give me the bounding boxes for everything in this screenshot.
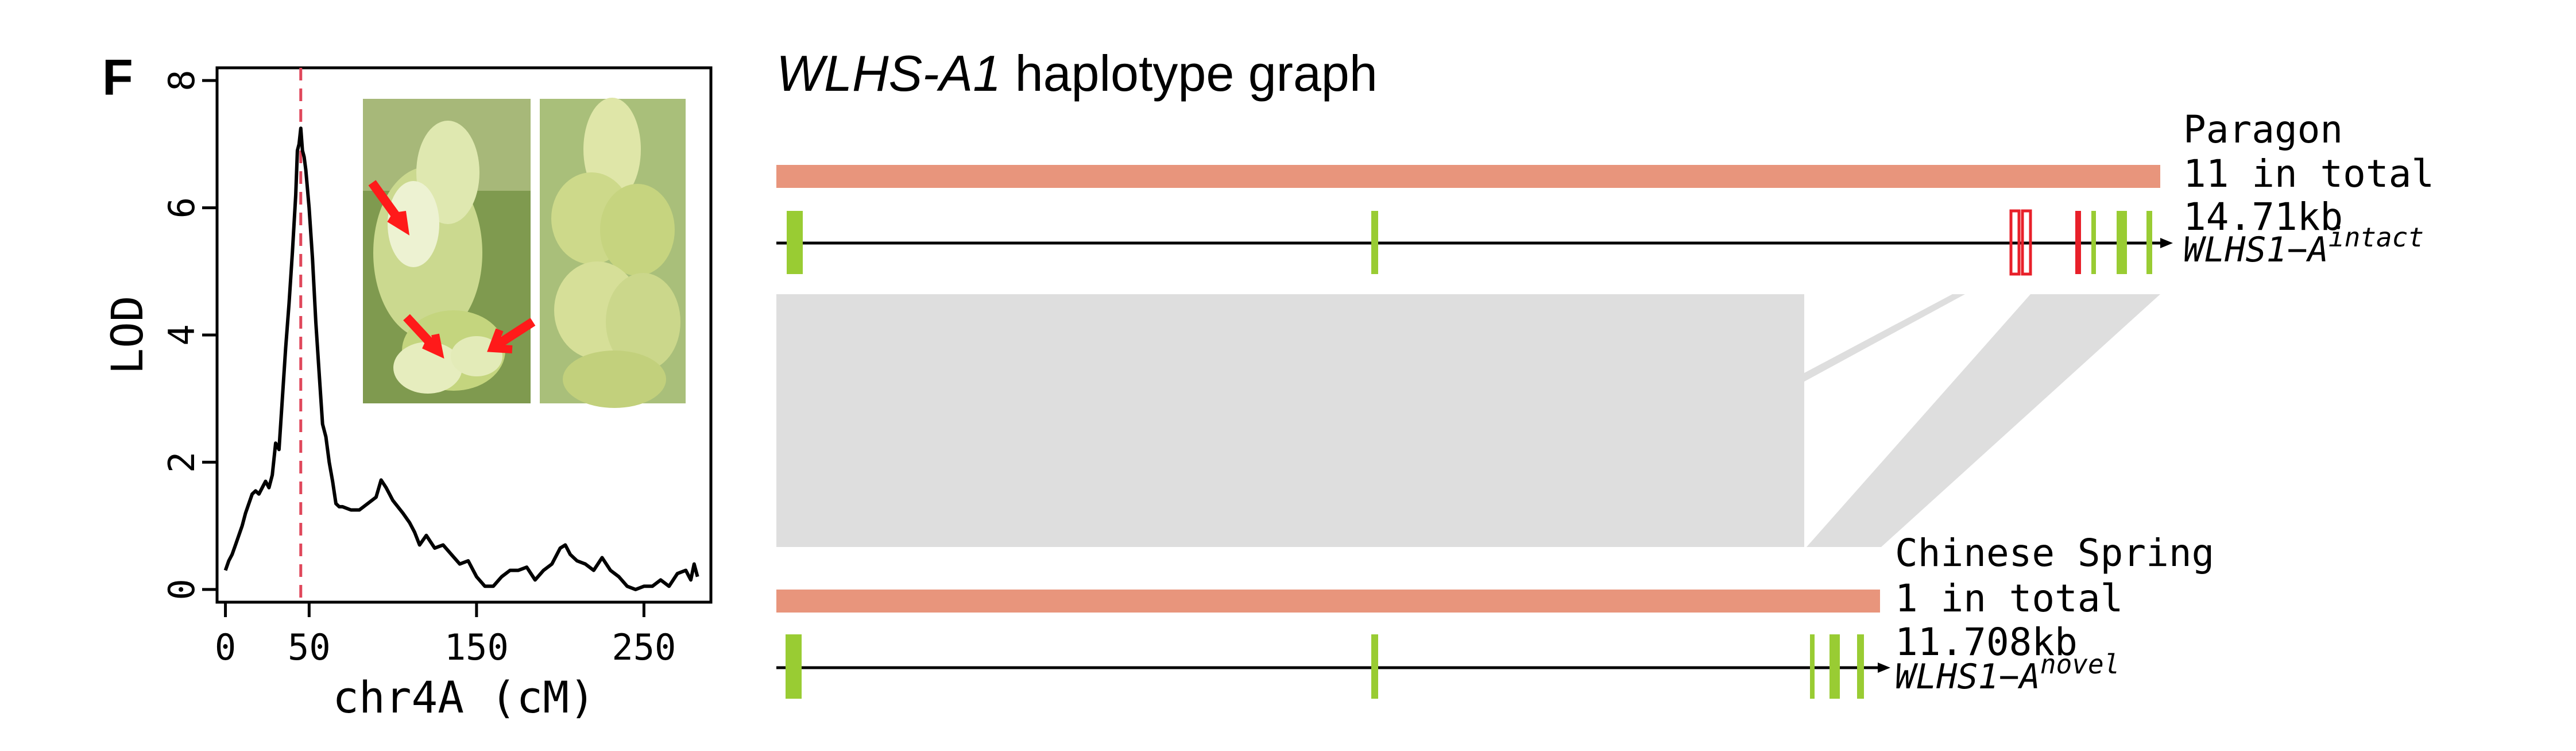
haplotype-diagram: WLHS-A1 haplotype graph Paragon 11 in to…: [776, 45, 2434, 699]
x-tick-label: 250: [612, 626, 676, 668]
allele-base: WLHS1−A: [1895, 657, 2040, 697]
y-tick-label: 6: [161, 197, 203, 218]
exon: [786, 634, 802, 699]
haplotype-name: Chinese Spring: [1895, 531, 2214, 575]
gene-axis-arrowhead-chinese-spring: [1878, 663, 1890, 673]
exon-outline: [2009, 209, 2021, 276]
y-tick-label: 4: [161, 324, 203, 345]
haplotype-count: 11 in total: [2183, 152, 2434, 196]
exon-outline: [2021, 209, 2032, 276]
haplotype-size: 14.71kb: [2183, 195, 2343, 239]
allele-superscript: novel: [2040, 649, 2119, 680]
x-tick-label: 50: [288, 626, 331, 668]
synteny-block-thin: [1477, 294, 1965, 547]
haplotype-count: 1 in total: [1895, 576, 2123, 621]
x-axis: 0 50 150 250: [215, 602, 676, 668]
exon: [1857, 634, 1864, 699]
allele-name: WLHS1−Anovel: [1895, 649, 2119, 697]
haplotype-bar-chinese-spring: [776, 590, 1880, 613]
y-tick-label: 2: [161, 452, 203, 473]
inset-photo-spike: [540, 98, 686, 408]
y-axis-label: LOD: [102, 295, 153, 374]
haplotype-label-chinese-spring: Chinese Spring 1 in total 11.708kb WLHS1…: [1895, 531, 2214, 697]
exon: [2091, 211, 2096, 274]
x-tick-label: 150: [444, 626, 509, 668]
haplotype-title-gene: WLHS-A1: [776, 45, 1001, 102]
exon: [1810, 634, 1815, 699]
exons-paragon: [787, 209, 2152, 276]
y-tick-label: 0: [161, 579, 203, 600]
allele-superscript: intact: [2329, 222, 2424, 253]
exon: [1371, 634, 1378, 699]
haplotype-bar-paragon: [776, 165, 2160, 188]
haplotype-size: 11.708kb: [1895, 620, 2078, 664]
exons-chinese-spring: [786, 634, 1864, 699]
exon: [2117, 211, 2127, 274]
inset-photo-florets: [363, 99, 536, 403]
allele-base: WLHS1−A: [2183, 230, 2329, 270]
haplotype-title-rest: haplotype graph: [1001, 45, 1378, 102]
exon: [2075, 211, 2081, 274]
haplotype-name: Paragon: [2183, 107, 2343, 152]
panel-letter: F: [102, 49, 133, 106]
allele-name: WLHS1−Aintact: [2183, 222, 2424, 270]
x-tick-label: 0: [215, 626, 236, 668]
y-axis: 0 2 4 6 8: [161, 70, 217, 600]
exon: [787, 211, 803, 274]
haplotype-label-paragon: Paragon 11 in total 14.71kb WLHS1−Aintac…: [2183, 107, 2434, 270]
exon: [2146, 211, 2152, 274]
x-axis-label: chr4A (cM): [332, 672, 595, 723]
synteny-block-main: [776, 294, 1804, 547]
gene-axis-arrowhead-paragon: [2160, 238, 2173, 248]
y-tick-label: 8: [161, 70, 203, 91]
exon: [1371, 211, 1378, 274]
synteny-block-right: [1807, 294, 2160, 547]
lod-curve: [223, 126, 699, 591]
lod-chart: 0 50 150 250 0 2 4 6 8 chr4A (cM) LOD: [102, 66, 713, 723]
haplotype-title: WLHS-A1 haplotype graph: [776, 45, 1378, 102]
exon: [1829, 634, 1840, 699]
